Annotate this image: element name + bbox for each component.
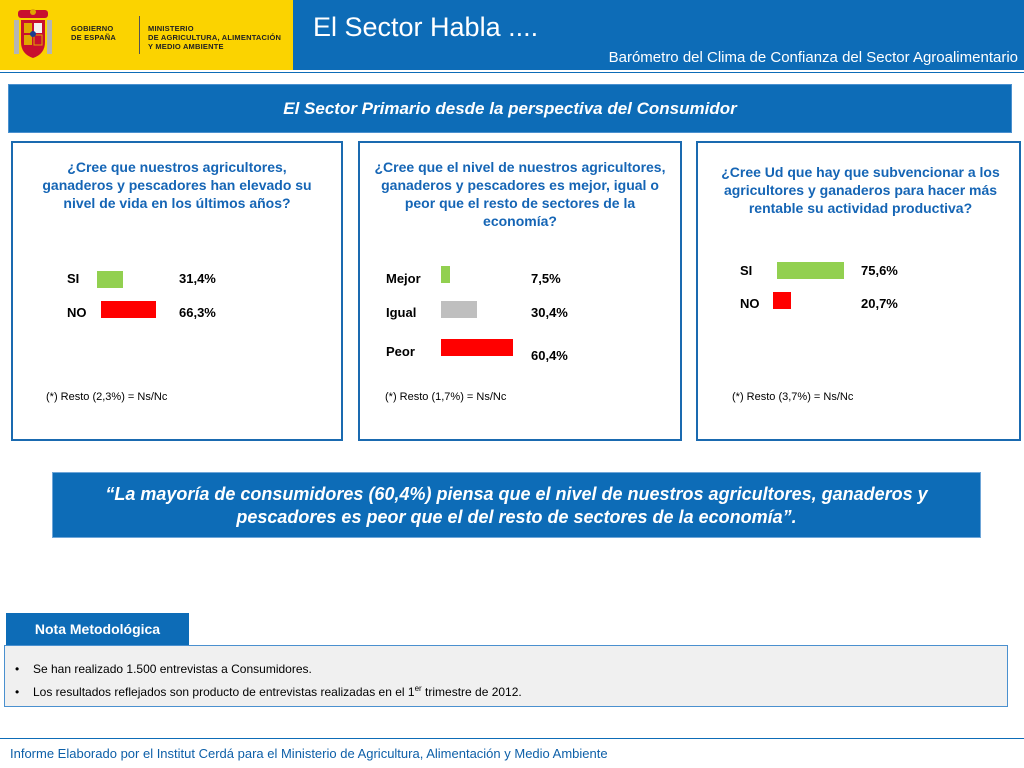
footer-text: Informe Elaborado por el Institut Cerdá … <box>10 746 608 761</box>
nota-bullet-2-text: Los resultados reflejados son producto d… <box>33 685 415 699</box>
nota-bullet-2: • Los resultados reflejados son producto … <box>15 684 522 699</box>
nota-metodologica-tab: Nota Metodológica <box>6 613 189 645</box>
chart-panel-1: ¿Cree que nuestros agricultores, ganader… <box>11 141 343 441</box>
footer-divider <box>0 738 1024 739</box>
value-label: 30,4% <box>531 305 568 320</box>
bullet-icon: • <box>15 662 20 676</box>
category-label: Mejor <box>386 271 421 286</box>
category-label: Igual <box>386 305 417 320</box>
bar-si <box>777 262 844 279</box>
nota-bullet-1-text: Se han realizado 1.500 entrevistas a Con… <box>33 662 312 676</box>
coat-of-arms-icon <box>14 9 52 58</box>
page-title: El Sector Habla .... <box>313 12 539 42</box>
footnote: (*) Resto (2,3%) = Ns/Nc <box>46 391 168 403</box>
nota-bullet-2-sup: er <box>414 684 422 693</box>
category-label: SI <box>67 271 80 286</box>
category-label: Peor <box>386 344 415 359</box>
nota-metodologica-box: • Se han realizado 1.500 entrevistas a Co… <box>4 645 1008 707</box>
header-divider <box>0 72 1024 73</box>
government-logo-block: GOBIERNO DE ESPAÑA MINISTERIO DE AGRICUL… <box>0 0 293 70</box>
value-label: 66,3% <box>179 305 216 320</box>
ministerio-label: MINISTERIO DE AGRICULTURA, ALIMENTACIÓN … <box>148 24 282 51</box>
chart-panel-3: ¿Cree Ud que hay que subvencionar a los … <box>696 141 1021 441</box>
question-3: ¿Cree Ud que hay que subvencionar a los … <box>721 164 1000 216</box>
section-title: El Sector Primario desde la perspectiva … <box>283 99 737 118</box>
nota-bullet-1: • Se han realizado 1.500 entrevistas a Co… <box>15 662 312 676</box>
value-label: 60,4% <box>531 348 568 363</box>
page-subtitle: Barómetro del Clima de Confianza del Sec… <box>608 49 1018 66</box>
question-2: ¿Cree que el nivel de nuestros agriculto… <box>374 159 666 229</box>
bar-si <box>97 271 123 288</box>
value-label: 31,4% <box>179 271 216 286</box>
nota-bullet-2-end: trimestre de 2012. <box>421 685 522 699</box>
gobierno-label: GOBIERNO DE ESPAÑA <box>71 24 117 42</box>
value-label: 75,6% <box>861 263 898 278</box>
value-label: 7,5% <box>531 271 561 286</box>
bullet-icon: • <box>15 685 20 699</box>
bar-no <box>101 301 156 318</box>
bar-igual <box>441 301 477 318</box>
nota-title: Nota Metodológica <box>34 621 161 637</box>
bar-no <box>773 292 791 309</box>
section-banner: El Sector Primario desde la perspectiva … <box>8 84 1012 133</box>
chart-panel-2: ¿Cree que el nivel de nuestros agriculto… <box>358 141 682 441</box>
bar-mejor <box>441 266 450 283</box>
highlight-quote: “La mayoría de consumidores (60,4%) pien… <box>105 484 928 527</box>
value-label: 20,7% <box>861 296 898 311</box>
logo-divider <box>139 16 140 54</box>
category-label: SI <box>740 263 753 278</box>
category-label: NO <box>67 305 87 320</box>
category-label: NO <box>740 296 760 311</box>
question-1: ¿Cree que nuestros agricultores, ganader… <box>42 159 312 211</box>
footnote: (*) Resto (3,7%) = Ns/Nc <box>732 391 854 403</box>
bar-peor <box>441 339 513 356</box>
highlight-quote-box: “La mayoría de consumidores (60,4%) pien… <box>52 472 981 538</box>
footnote: (*) Resto (1,7%) = Ns/Nc <box>385 391 507 403</box>
